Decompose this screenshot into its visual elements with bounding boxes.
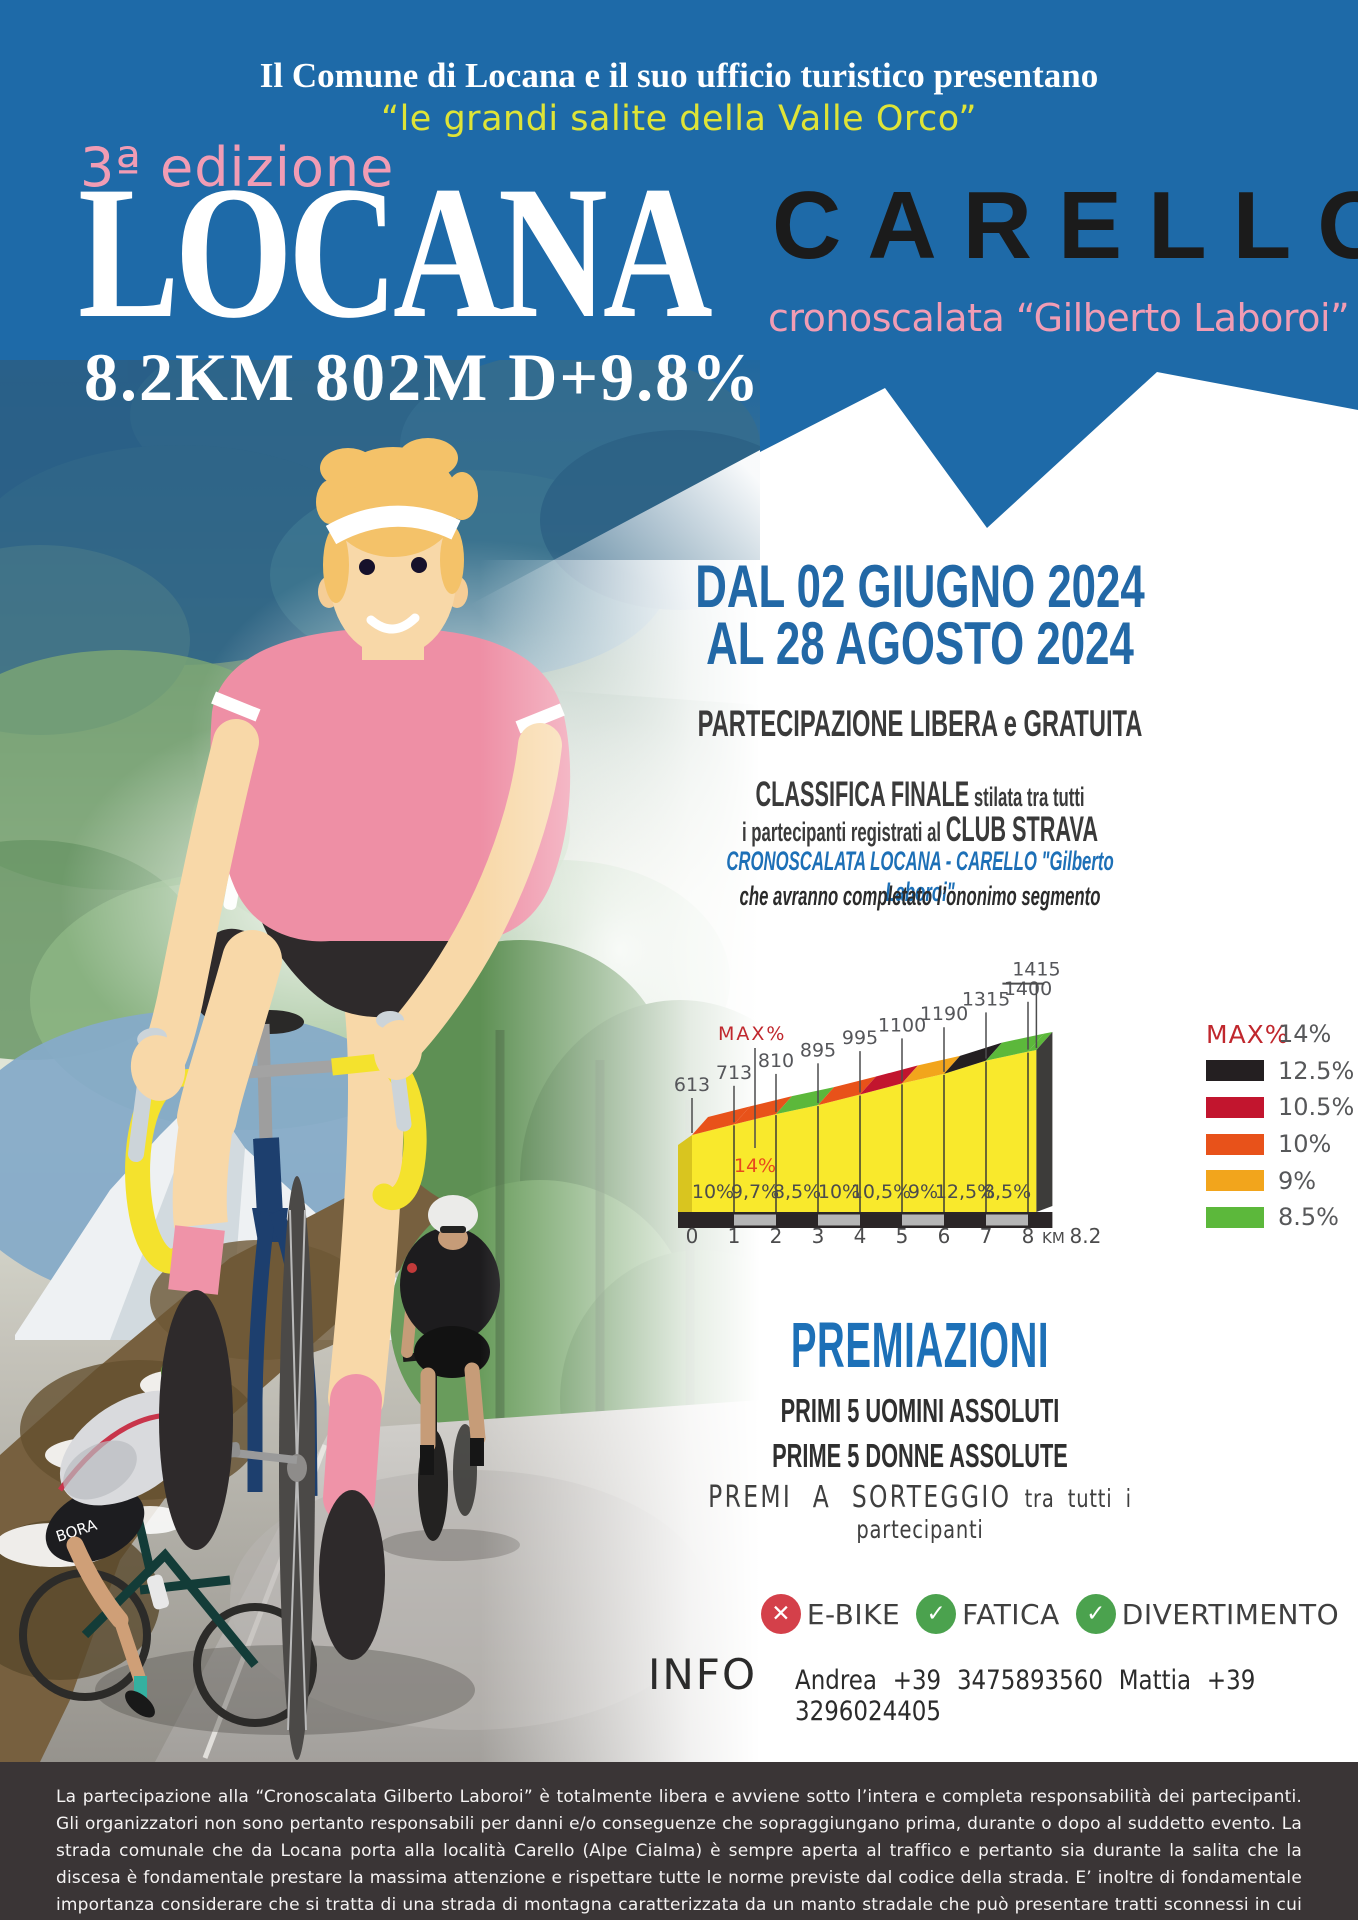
subtitle-cronoscalata: cronoscalata “Gilberto Laboroi” [768, 296, 1350, 340]
svg-text:10%: 10% [692, 1181, 734, 1203]
participation-line: PARTECIPAZIONE LIBERA e GRATUITA [697, 703, 1143, 744]
svg-text:1415: 1415 [1012, 959, 1060, 981]
series-line: “le grandi salite della Valle Orco” [380, 99, 978, 139]
svg-text:MAX%: MAX% [718, 1023, 786, 1045]
svg-text:1315: 1315 [962, 988, 1010, 1010]
disclaimer-footer: La partecipazione alla “Cronoscalata Gil… [0, 1762, 1358, 1920]
date-line-2: AL 28 AGOSTO 2024 [706, 610, 1134, 677]
svg-text:3: 3 [812, 1224, 825, 1248]
svg-text:8: 8 [1022, 1224, 1035, 1248]
svg-text:14%: 14% [734, 1155, 776, 1177]
legend-swatch [1206, 1060, 1264, 1082]
svg-text:9,7%: 9,7% [731, 1181, 779, 1203]
premiazioni-line-2: PRIME 5 DONNE ASSOLUTE [772, 1437, 1068, 1474]
ranking-note: che avranno completato l’ononimo segment… [739, 881, 1101, 911]
legend-row-max: MAX% 14% [1206, 1019, 1332, 1049]
check-icon: ✓ [1075, 1594, 1116, 1634]
stats-line: 8.2KM 802M D+9.8% [84, 339, 762, 415]
legend-max-label: MAX% [1206, 1019, 1290, 1049]
info-row: INFO Andrea +39 3475893560 Mattia +39 32… [648, 1650, 1358, 1727]
badge-fatica: ✓ FATICA [916, 1594, 1060, 1634]
badge-ebike: ✕ E-BIKE [760, 1594, 901, 1634]
event-dates: DAL 02 GIUGNO 2024 AL 28 AGOSTO 2024 [657, 553, 1183, 677]
badge-label: FATICA [962, 1597, 1060, 1631]
svg-text:8,5%: 8,5% [773, 1181, 821, 1203]
check-icon: ✓ [916, 1594, 957, 1634]
legend-row: 8.5% [1206, 1199, 1358, 1236]
date-line-1: DAL 02 GIUGNO 2024 [695, 553, 1145, 620]
legend-row: 10% [1206, 1126, 1358, 1163]
badge-divertimento: ✓ DIVERTIMENTO [1075, 1594, 1340, 1634]
svg-text:4: 4 [854, 1224, 867, 1248]
sorteggio-label: PREMI A SORTEGGIO [708, 1480, 1012, 1515]
edition-label: 3ª edizione [80, 136, 395, 199]
svg-text:8,5%: 8,5% [983, 1181, 1031, 1203]
strava-segment-name: CRONOSCALATA LOCANA - CARELLO "Gilberto … [726, 846, 1114, 907]
legend-row: 10.5% [1206, 1089, 1358, 1126]
svg-text:895: 895 [800, 1039, 836, 1061]
svg-text:12,5%: 12,5% [935, 1181, 995, 1203]
premiazioni-line-1: PRIMI 5 UOMINI ASSOLUTI [780, 1392, 1060, 1429]
svg-text:995: 995 [842, 1027, 878, 1049]
svg-text:613: 613 [674, 1074, 710, 1096]
title-carello: CARELLO [772, 172, 1358, 279]
info-contacts: Andrea +39 3475893560 Mattia +39 3296024… [795, 1665, 1256, 1727]
ranking-line-2: i partecipanti registrati al CLUB STRAVA [741, 810, 1099, 849]
info-label: INFO [648, 1650, 758, 1699]
svg-text:9%: 9% [908, 1181, 938, 1203]
feature-badges: ✕ E-BIKE ✓ FATICA ✓ DIVERTIMENTO [740, 1594, 1358, 1634]
legend-swatch [1206, 1206, 1264, 1228]
svg-text:10,5%: 10,5% [851, 1181, 911, 1203]
svg-text:1100: 1100 [878, 1014, 926, 1036]
legend-row: 9% [1206, 1162, 1358, 1199]
svg-text:1: 1 [728, 1224, 741, 1248]
legend-swatch [1206, 1170, 1264, 1192]
badge-label: DIVERTIMENTO [1121, 1597, 1340, 1631]
classifica-finale-label: CLASSIFICA FINALE [755, 775, 970, 814]
svg-text:7: 7 [980, 1224, 993, 1248]
cross-icon: ✕ [760, 1594, 801, 1634]
svg-text:6: 6 [938, 1224, 951, 1248]
svg-text:2: 2 [770, 1224, 783, 1248]
svg-text:KM 8.2: KM 8.2 [1042, 1224, 1101, 1248]
svg-text:10%: 10% [818, 1181, 860, 1203]
premiazioni-line-3: PREMI A SORTEGGIO tra tutti i partecipan… [708, 1480, 1146, 1544]
legend-swatch [1206, 1096, 1264, 1118]
premiazioni-title: PREMIAZIONI [790, 1309, 1050, 1381]
ranking-line-1: CLASSIFICA FINALE stilata tra tutti [755, 775, 1085, 814]
svg-text:0: 0 [686, 1224, 699, 1248]
badge-label: E-BIKE [806, 1597, 901, 1631]
club-strava-label: CLUB STRAVA [945, 810, 1099, 849]
svg-text:810: 810 [758, 1050, 794, 1072]
svg-text:1190: 1190 [920, 1003, 968, 1025]
presenter-line: Il Comune di Locana e il suo ufficio tur… [259, 56, 1099, 95]
legend-row: 12.5% [1206, 1053, 1358, 1090]
svg-text:1400: 1400 [1004, 978, 1052, 1000]
legend-swatch [1206, 1133, 1264, 1155]
photo-illustration: BORA [0, 360, 760, 1762]
chart-legend: MAX% 14% 12.5% 10.5% 10% 9% 8.5% [1206, 1016, 1358, 1236]
svg-text:5: 5 [896, 1224, 909, 1248]
svg-text:713: 713 [716, 1062, 752, 1084]
title-locana: LOCANA [78, 148, 713, 358]
